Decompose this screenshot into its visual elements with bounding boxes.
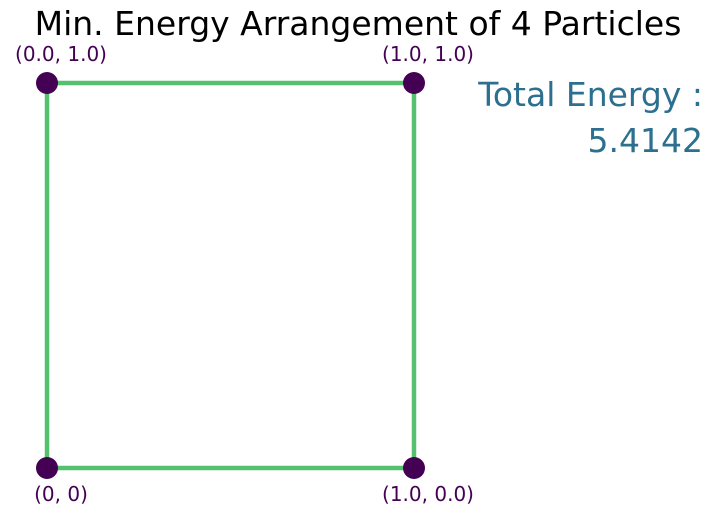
energy-annotation-value: 5.4142 — [587, 121, 703, 160]
particle-point-3 — [403, 457, 425, 479]
point-labels-group: (0.0, 1.0) (1.0, 1.0) (0, 0) (1.0, 0.0) — [15, 42, 474, 506]
point-label-3: (1.0, 0.0) — [382, 482, 474, 506]
particle-point-1 — [403, 72, 425, 94]
points-group — [36, 72, 425, 479]
point-label-0: (0.0, 1.0) — [15, 42, 107, 66]
chart-title: Min. Energy Arrangement of 4 Particles — [35, 4, 682, 43]
energy-annotation-label: Total Energy : — [478, 75, 703, 114]
particle-point-2 — [36, 457, 58, 479]
edges-group — [44, 80, 417, 471]
point-label-2: (0, 0) — [34, 482, 88, 506]
point-label-1: (1.0, 1.0) — [382, 42, 474, 66]
particle-point-0 — [36, 72, 58, 94]
energy-annotation: Total Energy : 5.4142 — [383, 72, 703, 164]
